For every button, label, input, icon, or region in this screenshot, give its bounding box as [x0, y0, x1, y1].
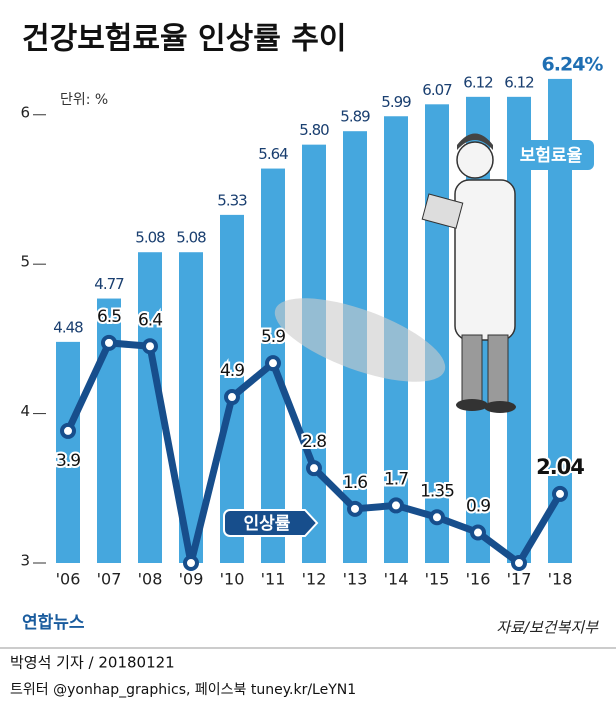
legend-box — [223, 509, 319, 537]
point-value-label: 6.5 — [97, 307, 121, 327]
x-tick-label: '06 — [56, 570, 81, 589]
bar-value-label: 6.12 — [504, 73, 534, 91]
x-tick-label: '11 — [261, 570, 286, 589]
point-value-label: 6.4 — [138, 310, 162, 330]
point — [265, 355, 281, 372]
x-tick-label: '13 — [343, 570, 368, 589]
x-tick-label: '14 — [384, 570, 409, 589]
point — [142, 338, 158, 355]
point-value-label: 1.7 — [384, 469, 408, 489]
point-value-label: 1.6 — [343, 473, 367, 493]
x-tick-label: '12 — [302, 570, 327, 589]
logo: 연합뉴스 — [22, 612, 85, 633]
point-value-label: 2.8 — [302, 432, 326, 452]
y-tick-label: 3 — [20, 552, 30, 570]
point-value-label: 2.04 — [536, 455, 584, 479]
point — [347, 500, 363, 517]
y-tick-label: 4 — [20, 402, 30, 420]
bar — [56, 341, 80, 563]
x-tick-label: '15 — [425, 570, 450, 589]
x-tick-label: '17 — [507, 570, 532, 589]
legend-callout: 인상률 — [223, 509, 319, 537]
bar — [425, 104, 449, 564]
social: 트위터 @yonhap_graphics, 페이스북 tuney.kr/LeYN… — [10, 682, 356, 698]
bar-value-label: 4.48 — [53, 318, 83, 336]
bar-value-label: 5.89 — [340, 108, 370, 126]
source: 자료/보건복지부 — [496, 619, 599, 637]
point-value-label: 3.9 — [56, 451, 80, 471]
doctor-illustration — [274, 133, 516, 413]
byline: 박영석 기자 / 20180121 — [10, 654, 175, 672]
y-tick-label: 5 — [20, 253, 30, 271]
point — [429, 509, 445, 526]
bar-value-label: 5.80 — [299, 121, 329, 139]
point-value-label: 0.9 — [466, 497, 490, 517]
point — [224, 389, 240, 406]
point — [388, 497, 404, 514]
legend-box — [508, 140, 594, 170]
bar-value-label: 4.77 — [94, 275, 124, 293]
x-tick-label: '08 — [138, 570, 163, 589]
legend-label: 보험료율 — [520, 145, 583, 166]
point — [470, 524, 486, 541]
bar-value-label: 5.08 — [135, 229, 165, 247]
unit-label: 단위: % — [60, 92, 108, 108]
point-value-label: 1.35 — [420, 481, 454, 501]
bar-value-label: 5.33 — [217, 191, 247, 209]
x-tick-label: '07 — [97, 570, 122, 589]
bar — [138, 252, 162, 564]
point-value-label: 5.9 — [261, 327, 285, 347]
x-tick-label: '16 — [466, 570, 491, 589]
point — [101, 334, 117, 351]
x-tick-label: '18 — [548, 570, 573, 589]
bar-value-label: 6.12 — [463, 73, 493, 91]
y-tick-label: 6 — [20, 103, 30, 121]
point — [511, 555, 527, 571]
chart-title: 건강보험료율 인상률 추이 — [22, 22, 347, 57]
point — [552, 485, 568, 502]
point-value-label: 4.9 — [220, 361, 244, 381]
point — [183, 555, 199, 571]
bar-value-label: 5.08 — [176, 229, 206, 247]
x-tick-label: '10 — [220, 570, 245, 589]
bar-value-label: 5.99 — [381, 93, 411, 111]
bar-value-label: 6.24% — [542, 53, 604, 75]
bar-value-label: 6.07 — [422, 81, 452, 99]
legend-label: 인상률 — [244, 514, 291, 534]
x-tick-label: '09 — [179, 570, 204, 589]
point — [306, 460, 322, 477]
bar-value-label: 5.64 — [258, 145, 288, 163]
legend-callout: 보험료율 — [508, 140, 594, 170]
point — [60, 422, 76, 439]
